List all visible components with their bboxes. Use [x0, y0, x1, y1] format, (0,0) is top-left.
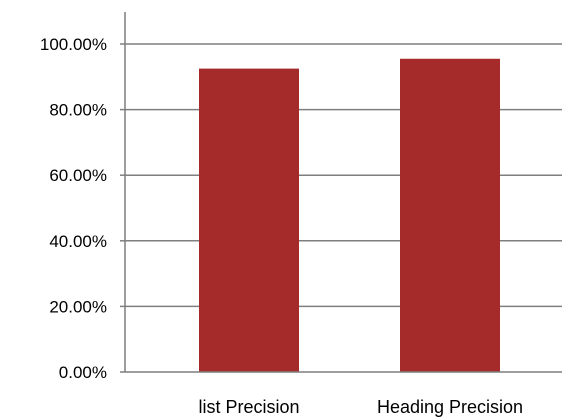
y-tick-label: 100.00%: [40, 35, 107, 54]
bar: [199, 68, 299, 372]
y-tick-label: 80.00%: [49, 101, 107, 120]
x-tick-label: Heading Precision: [377, 397, 523, 417]
axes: [120, 12, 562, 373]
y-tick-label: 60.00%: [49, 166, 107, 185]
bar: [400, 58, 500, 372]
bars: [199, 58, 500, 372]
x-tick-labels: list Precision Heading Precision: [198, 397, 523, 417]
y-tick-label: 0.00%: [59, 363, 107, 382]
y-tick-labels: 0.00% 20.00% 40.00% 60.00% 80.00% 100.00%: [40, 35, 107, 382]
y-tick-label: 40.00%: [49, 232, 107, 251]
x-tick-label: list Precision: [198, 397, 299, 417]
y-tick-label: 20.00%: [49, 297, 107, 316]
